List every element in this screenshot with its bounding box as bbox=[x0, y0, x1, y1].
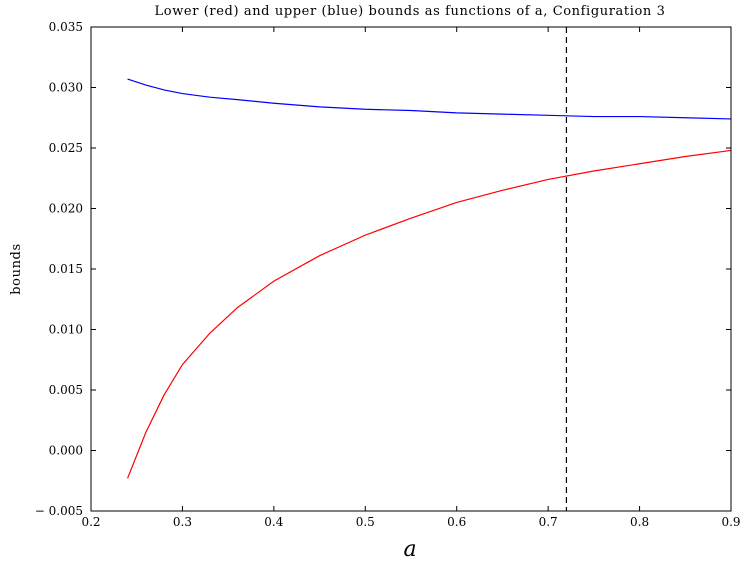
x-tick-label: 0.5 bbox=[356, 515, 375, 529]
series-line-blue bbox=[127, 78, 732, 120]
axis-ticks: 0.2 0.3 0.4 0.5 0.6 0.7 0.8 0.9 − 0.005 0.000 0.00… bbox=[35, 20, 741, 529]
y-tick-label: 0.035 bbox=[49, 20, 83, 34]
y-tick-label: 0.000 bbox=[49, 444, 83, 458]
series-line-red bbox=[127, 149, 732, 479]
x-tick-label: 0.7 bbox=[539, 515, 558, 529]
chart-title: Lower (red) and upper (blue) bounds as f… bbox=[155, 4, 666, 19]
x-axis-label: a bbox=[403, 537, 416, 562]
y-tick-label: 0.015 bbox=[49, 262, 83, 276]
y-tick-label: − 0.005 bbox=[35, 504, 83, 518]
x-tick-label: 0.9 bbox=[721, 515, 740, 529]
x-tick-label: 0.3 bbox=[173, 515, 192, 529]
y-tick-label: 0.025 bbox=[49, 141, 83, 155]
y-tick-label: 0.010 bbox=[49, 323, 83, 337]
y-tick-label: 0.005 bbox=[49, 383, 83, 397]
y-axis-label: bounds bbox=[9, 243, 24, 295]
x-tick-label: 0.4 bbox=[264, 515, 283, 529]
x-tick-label: 0.6 bbox=[447, 515, 466, 529]
x-tick-label: 0.2 bbox=[81, 515, 100, 529]
plot-lines bbox=[127, 27, 732, 511]
plot-frame bbox=[90, 26, 732, 512]
x-tick-label: 0.8 bbox=[630, 515, 649, 529]
y-tick-label: 0.020 bbox=[49, 202, 83, 216]
y-tick-label: 0.030 bbox=[49, 81, 83, 95]
